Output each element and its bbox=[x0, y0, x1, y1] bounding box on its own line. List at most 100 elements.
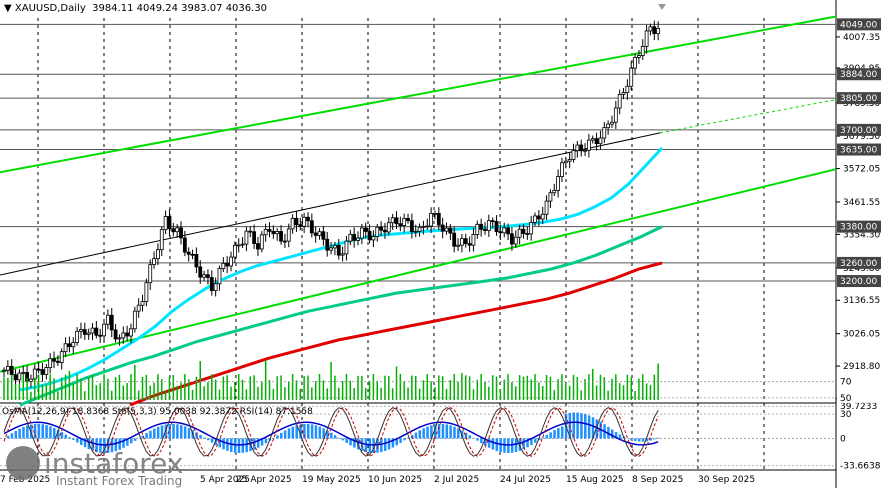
candle-body bbox=[336, 245, 341, 256]
x-tick-label: 24 Jul 2025 bbox=[500, 475, 551, 485]
osma-bar bbox=[133, 438, 137, 441]
level-tag-label: 3884.00 bbox=[840, 70, 877, 80]
candle-body bbox=[567, 159, 572, 162]
candle-body bbox=[48, 358, 53, 368]
candle-body bbox=[79, 329, 83, 332]
candle-body bbox=[202, 274, 206, 278]
osma-bar bbox=[330, 432, 333, 439]
osc-tag-bg bbox=[837, 401, 881, 412]
osma-bar bbox=[414, 432, 418, 439]
candle-body bbox=[9, 365, 14, 376]
candle-body bbox=[425, 225, 430, 228]
candle-body bbox=[148, 264, 153, 284]
logo-mark-icon bbox=[6, 446, 40, 480]
osc-tag-bg bbox=[837, 433, 881, 444]
candle-body bbox=[517, 228, 522, 238]
osma-bar bbox=[380, 438, 383, 453]
level-tag-label: 4049.00 bbox=[840, 20, 877, 30]
candle-body bbox=[617, 93, 622, 109]
level-tag bbox=[837, 143, 881, 156]
candle-body bbox=[86, 332, 91, 335]
osma-bar bbox=[541, 437, 545, 439]
candle-body bbox=[409, 220, 414, 232]
osma-bar bbox=[180, 425, 183, 439]
instaforex-logo: instaforex Instant Forex Trading bbox=[6, 446, 183, 488]
candle-body bbox=[63, 343, 68, 353]
osma-bar bbox=[445, 424, 449, 439]
candle-body bbox=[117, 337, 122, 340]
osma-bar bbox=[280, 432, 283, 439]
ema-fast-line bbox=[19, 146, 664, 392]
osma-bar bbox=[322, 428, 325, 439]
candle-body bbox=[17, 372, 22, 381]
candle-body bbox=[344, 240, 349, 255]
candle-body bbox=[621, 92, 626, 95]
collapse-arrow-icon[interactable]: ▼ bbox=[4, 3, 15, 14]
candle-body bbox=[140, 301, 145, 306]
osma-bar bbox=[395, 438, 398, 446]
osma-bar bbox=[176, 424, 179, 439]
osma-bar bbox=[584, 414, 587, 439]
candle-body bbox=[59, 351, 64, 363]
osma-bar bbox=[314, 425, 318, 439]
candle-body bbox=[398, 223, 403, 227]
level-tag-label: 3805.00 bbox=[840, 94, 877, 104]
osma-bar bbox=[637, 438, 641, 442]
candle-body bbox=[394, 217, 399, 225]
osma-bar bbox=[403, 438, 406, 441]
osma-bar bbox=[306, 423, 310, 439]
osma-bar bbox=[460, 430, 464, 439]
level-tag bbox=[837, 18, 881, 31]
osma-bar bbox=[503, 438, 506, 453]
osma-bar bbox=[337, 437, 341, 439]
candle-body bbox=[371, 236, 376, 241]
candle-body bbox=[194, 254, 199, 268]
osma-bar bbox=[183, 426, 187, 439]
osma-bar bbox=[60, 432, 64, 439]
price-tick-label: 3354.30 bbox=[843, 230, 880, 240]
osma-bar bbox=[595, 419, 599, 439]
osma-bar bbox=[357, 438, 360, 450]
osma-bar bbox=[653, 438, 656, 440]
candle-body bbox=[163, 216, 168, 231]
osma-bar bbox=[510, 438, 514, 453]
candle-body bbox=[633, 57, 637, 69]
stochastic-signal-line bbox=[3, 407, 659, 457]
candle-body bbox=[656, 28, 661, 35]
osma-bar bbox=[418, 430, 422, 439]
osma-bar bbox=[610, 429, 614, 439]
candle-body bbox=[206, 274, 210, 278]
candle-body bbox=[575, 144, 580, 151]
candle-body bbox=[529, 221, 534, 235]
candle-body bbox=[121, 332, 126, 339]
oscillators-header: OsMA(12,26,9) 18.8368 Sto(5,3,3) 95.0038… bbox=[2, 407, 313, 417]
candle-body bbox=[71, 342, 76, 348]
osma-bar bbox=[499, 438, 502, 453]
osma-bar bbox=[106, 438, 110, 453]
osma-bar bbox=[333, 435, 337, 439]
candle-body bbox=[356, 237, 360, 241]
osma-bar bbox=[383, 438, 387, 451]
candle-body bbox=[390, 217, 395, 224]
candle-body bbox=[32, 368, 37, 380]
candle-body bbox=[583, 149, 587, 152]
osma-bar bbox=[630, 438, 633, 440]
candle-body bbox=[267, 229, 272, 232]
candle-body bbox=[198, 266, 203, 278]
x-tick-label: 15 Aug 2025 bbox=[566, 475, 624, 485]
candle-body bbox=[644, 30, 649, 47]
osma-bar bbox=[99, 438, 102, 453]
osma-bar bbox=[449, 425, 452, 439]
osma-bar bbox=[399, 438, 402, 443]
osma-bar bbox=[514, 438, 518, 452]
osma-bar bbox=[264, 438, 268, 444]
osma-bar bbox=[568, 412, 572, 439]
osma-bar bbox=[310, 424, 314, 439]
osma-bar bbox=[276, 435, 279, 439]
candle-body bbox=[75, 330, 80, 343]
level-tag bbox=[837, 220, 881, 233]
candle-body bbox=[275, 231, 280, 235]
level-tag-label: 3700.00 bbox=[840, 126, 877, 136]
candle-body bbox=[525, 233, 530, 235]
